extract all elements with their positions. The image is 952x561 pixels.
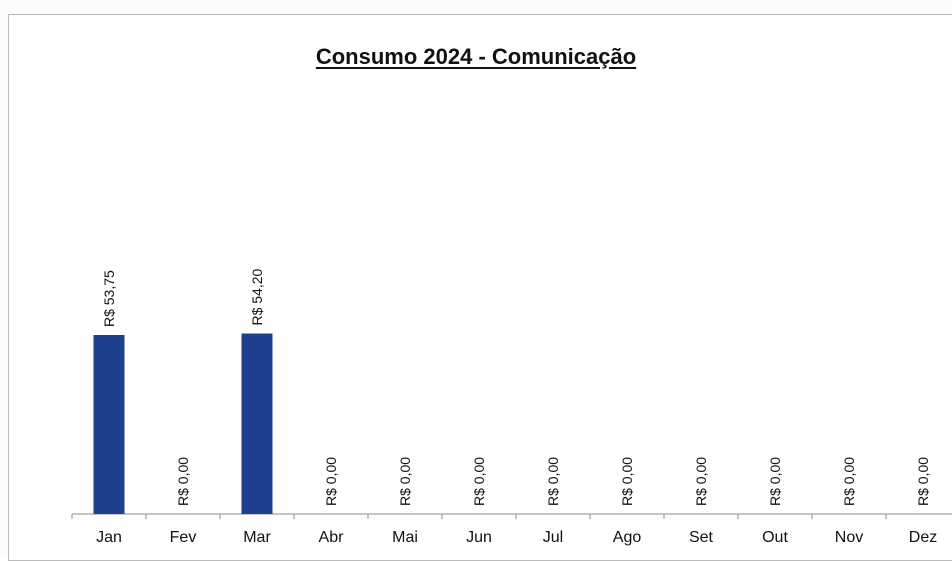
x-tick-label: Fev (170, 529, 197, 546)
data-label: R$ 0,00 (175, 457, 191, 506)
bar-mar (241, 333, 273, 514)
data-label: R$ 0,00 (323, 457, 339, 506)
x-tick-label: Nov (835, 529, 863, 546)
chart-title: Consumo 2024 - Comunicação (315, 44, 637, 69)
data-label: R$ 0,00 (841, 457, 857, 506)
x-tick-label: Jan (96, 529, 122, 546)
data-label: R$ 0,00 (471, 457, 487, 506)
x-tick-label: Mar (243, 529, 271, 546)
x-tick-label: Abr (319, 529, 345, 546)
data-label: R$ 54,20 (249, 268, 265, 325)
x-tick-label: Mai (392, 529, 418, 546)
data-label: R$ 53,75 (101, 270, 117, 327)
chart-frame (8, 14, 952, 561)
bar-jan (93, 335, 125, 514)
x-tick-label: Jun (466, 529, 492, 546)
x-tick-label: Out (762, 529, 788, 546)
data-label: R$ 0,00 (915, 457, 931, 506)
x-tick-label: Ago (613, 529, 642, 546)
x-tick-label: Set (689, 529, 714, 546)
data-label: R$ 0,00 (693, 457, 709, 506)
data-label: R$ 0,00 (767, 457, 783, 506)
data-label: R$ 0,00 (397, 457, 413, 506)
data-label: R$ 0,00 (619, 457, 635, 506)
x-tick-label: Jul (543, 529, 563, 546)
data-label: R$ 0,00 (545, 457, 561, 506)
x-tick-label: Dez (909, 529, 937, 546)
